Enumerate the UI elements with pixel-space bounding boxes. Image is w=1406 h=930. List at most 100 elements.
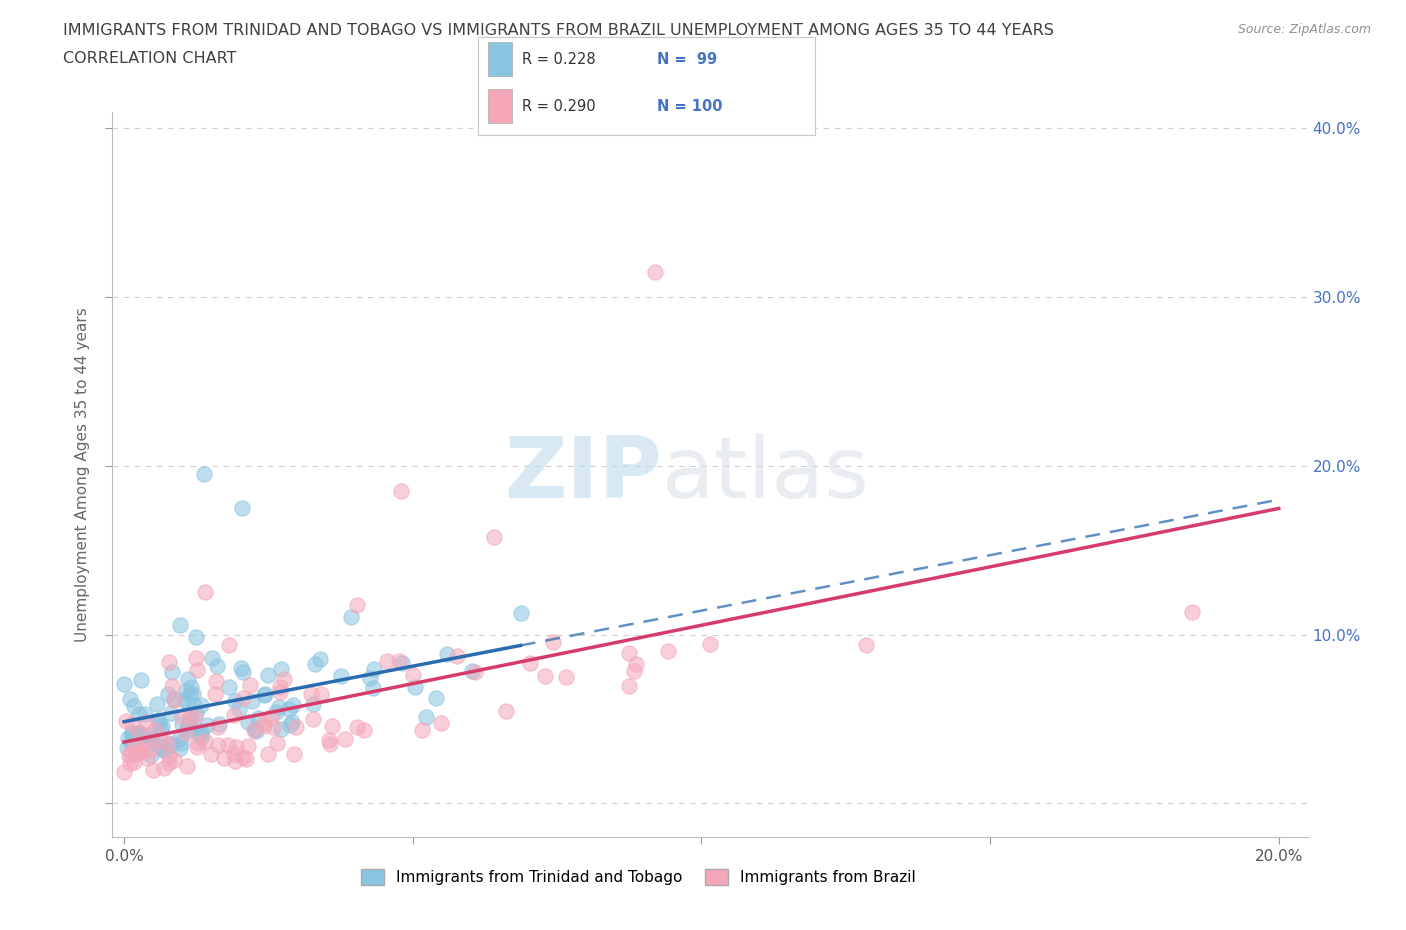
Point	[112, 677, 135, 692]
Point	[253, 716, 276, 731]
Point	[194, 734, 217, 749]
Point	[129, 672, 152, 687]
Point	[229, 661, 252, 676]
Point	[626, 657, 648, 671]
Point	[135, 751, 157, 765]
Point	[262, 720, 284, 735]
Point	[169, 618, 191, 632]
Point	[142, 763, 165, 777]
Point	[644, 264, 666, 279]
Point	[285, 720, 308, 735]
Point	[657, 644, 679, 659]
Point	[235, 751, 257, 766]
Point	[138, 734, 160, 749]
Point	[169, 732, 191, 747]
Point	[180, 711, 202, 726]
Point	[519, 656, 541, 671]
Point	[278, 717, 301, 732]
Point	[495, 703, 517, 718]
Legend: Immigrants from Trinidad and Tobago, Immigrants from Brazil: Immigrants from Trinidad and Tobago, Imm…	[354, 863, 922, 891]
Point	[224, 708, 246, 723]
Point	[207, 720, 229, 735]
Point	[245, 722, 267, 737]
Point	[232, 665, 254, 680]
Point	[157, 748, 180, 763]
Point	[141, 732, 163, 747]
Point	[120, 735, 142, 750]
Point	[242, 694, 264, 709]
Point	[304, 657, 326, 671]
Text: R = 0.290: R = 0.290	[522, 99, 596, 113]
Point	[145, 697, 167, 711]
Y-axis label: Unemployment Among Ages 35 to 44 years: Unemployment Among Ages 35 to 44 years	[75, 307, 90, 642]
Point	[253, 688, 276, 703]
Point	[283, 747, 305, 762]
Point	[170, 736, 193, 751]
Point	[186, 739, 208, 754]
Point	[157, 737, 180, 751]
Point	[353, 723, 375, 737]
Point	[190, 730, 212, 745]
Point	[190, 698, 212, 712]
Point	[121, 716, 143, 731]
Point	[194, 584, 217, 599]
Point	[246, 711, 269, 725]
Point	[184, 710, 207, 724]
Point	[181, 686, 204, 701]
Point	[238, 738, 260, 753]
Point	[623, 663, 645, 678]
Point	[118, 749, 141, 764]
Point	[411, 723, 433, 737]
Point	[179, 710, 201, 724]
Point	[141, 741, 163, 756]
Point	[177, 718, 200, 733]
Point	[236, 715, 259, 730]
Point	[359, 671, 381, 685]
Point	[136, 715, 159, 730]
Point	[184, 651, 207, 666]
Point	[186, 663, 208, 678]
Point	[160, 665, 183, 680]
Point	[160, 706, 183, 721]
Point	[280, 714, 302, 729]
Point	[1181, 604, 1204, 619]
Point	[436, 646, 458, 661]
Point	[176, 723, 198, 737]
Point	[232, 750, 254, 764]
Point	[217, 737, 239, 752]
Point	[699, 636, 721, 651]
Point	[129, 744, 152, 759]
Point	[415, 710, 437, 724]
Point	[329, 668, 352, 683]
Point	[122, 755, 145, 770]
Point	[176, 695, 198, 710]
Point	[302, 711, 325, 726]
Point	[179, 686, 201, 701]
Point	[162, 737, 184, 751]
Point	[146, 737, 169, 752]
Bar	[488, 42, 512, 76]
Point	[176, 758, 198, 773]
Point	[159, 655, 181, 670]
Point	[340, 610, 363, 625]
Point	[855, 637, 877, 652]
Point	[150, 722, 173, 737]
Point	[180, 680, 202, 695]
Point	[195, 717, 218, 732]
Point	[361, 681, 384, 696]
Text: IMMIGRANTS FROM TRINIDAD AND TOBAGO VS IMMIGRANTS FROM BRAZIL UNEMPLOYMENT AMONG: IMMIGRANTS FROM TRINIDAD AND TOBAGO VS I…	[63, 23, 1054, 38]
Point	[143, 723, 166, 737]
Bar	[488, 89, 512, 123]
Point	[128, 707, 150, 722]
Point	[124, 738, 146, 753]
Point	[321, 719, 343, 734]
Point	[461, 664, 484, 679]
Point	[160, 678, 183, 693]
Point	[174, 684, 197, 698]
Point	[257, 746, 280, 761]
Point	[264, 705, 287, 720]
Point	[555, 670, 578, 684]
Point	[224, 753, 246, 768]
Point	[173, 692, 195, 707]
Point	[464, 665, 486, 680]
